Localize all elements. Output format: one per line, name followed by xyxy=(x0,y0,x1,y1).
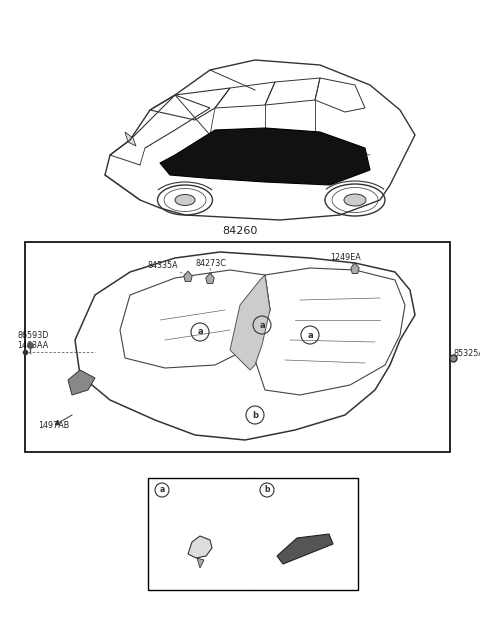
Ellipse shape xyxy=(344,194,366,206)
Text: 86593D: 86593D xyxy=(17,331,48,341)
Text: b: b xyxy=(252,410,258,420)
Bar xyxy=(148,478,358,590)
Polygon shape xyxy=(184,271,192,281)
Polygon shape xyxy=(125,132,136,146)
Polygon shape xyxy=(351,263,359,273)
Polygon shape xyxy=(277,534,333,564)
Text: 84335A: 84335A xyxy=(148,260,179,270)
Text: a: a xyxy=(307,331,313,339)
Polygon shape xyxy=(230,275,270,370)
Text: a: a xyxy=(197,328,203,336)
Text: 85325A: 85325A xyxy=(454,349,480,357)
Text: 84295A: 84295A xyxy=(283,486,318,494)
Text: a: a xyxy=(259,320,265,329)
Text: 84260: 84260 xyxy=(222,226,258,236)
Bar xyxy=(25,242,450,452)
Text: b: b xyxy=(264,486,270,494)
Text: 84273C: 84273C xyxy=(195,259,226,268)
Text: 1463AA: 1463AA xyxy=(17,341,48,349)
Polygon shape xyxy=(188,536,212,558)
Polygon shape xyxy=(206,273,214,283)
Text: 1249EA: 1249EA xyxy=(330,254,361,262)
Text: 1497AB: 1497AB xyxy=(38,421,69,429)
Polygon shape xyxy=(160,128,370,185)
Polygon shape xyxy=(197,558,204,568)
Ellipse shape xyxy=(175,194,195,205)
Text: a: a xyxy=(159,486,165,494)
Polygon shape xyxy=(68,370,95,395)
Text: 84277: 84277 xyxy=(178,486,206,494)
